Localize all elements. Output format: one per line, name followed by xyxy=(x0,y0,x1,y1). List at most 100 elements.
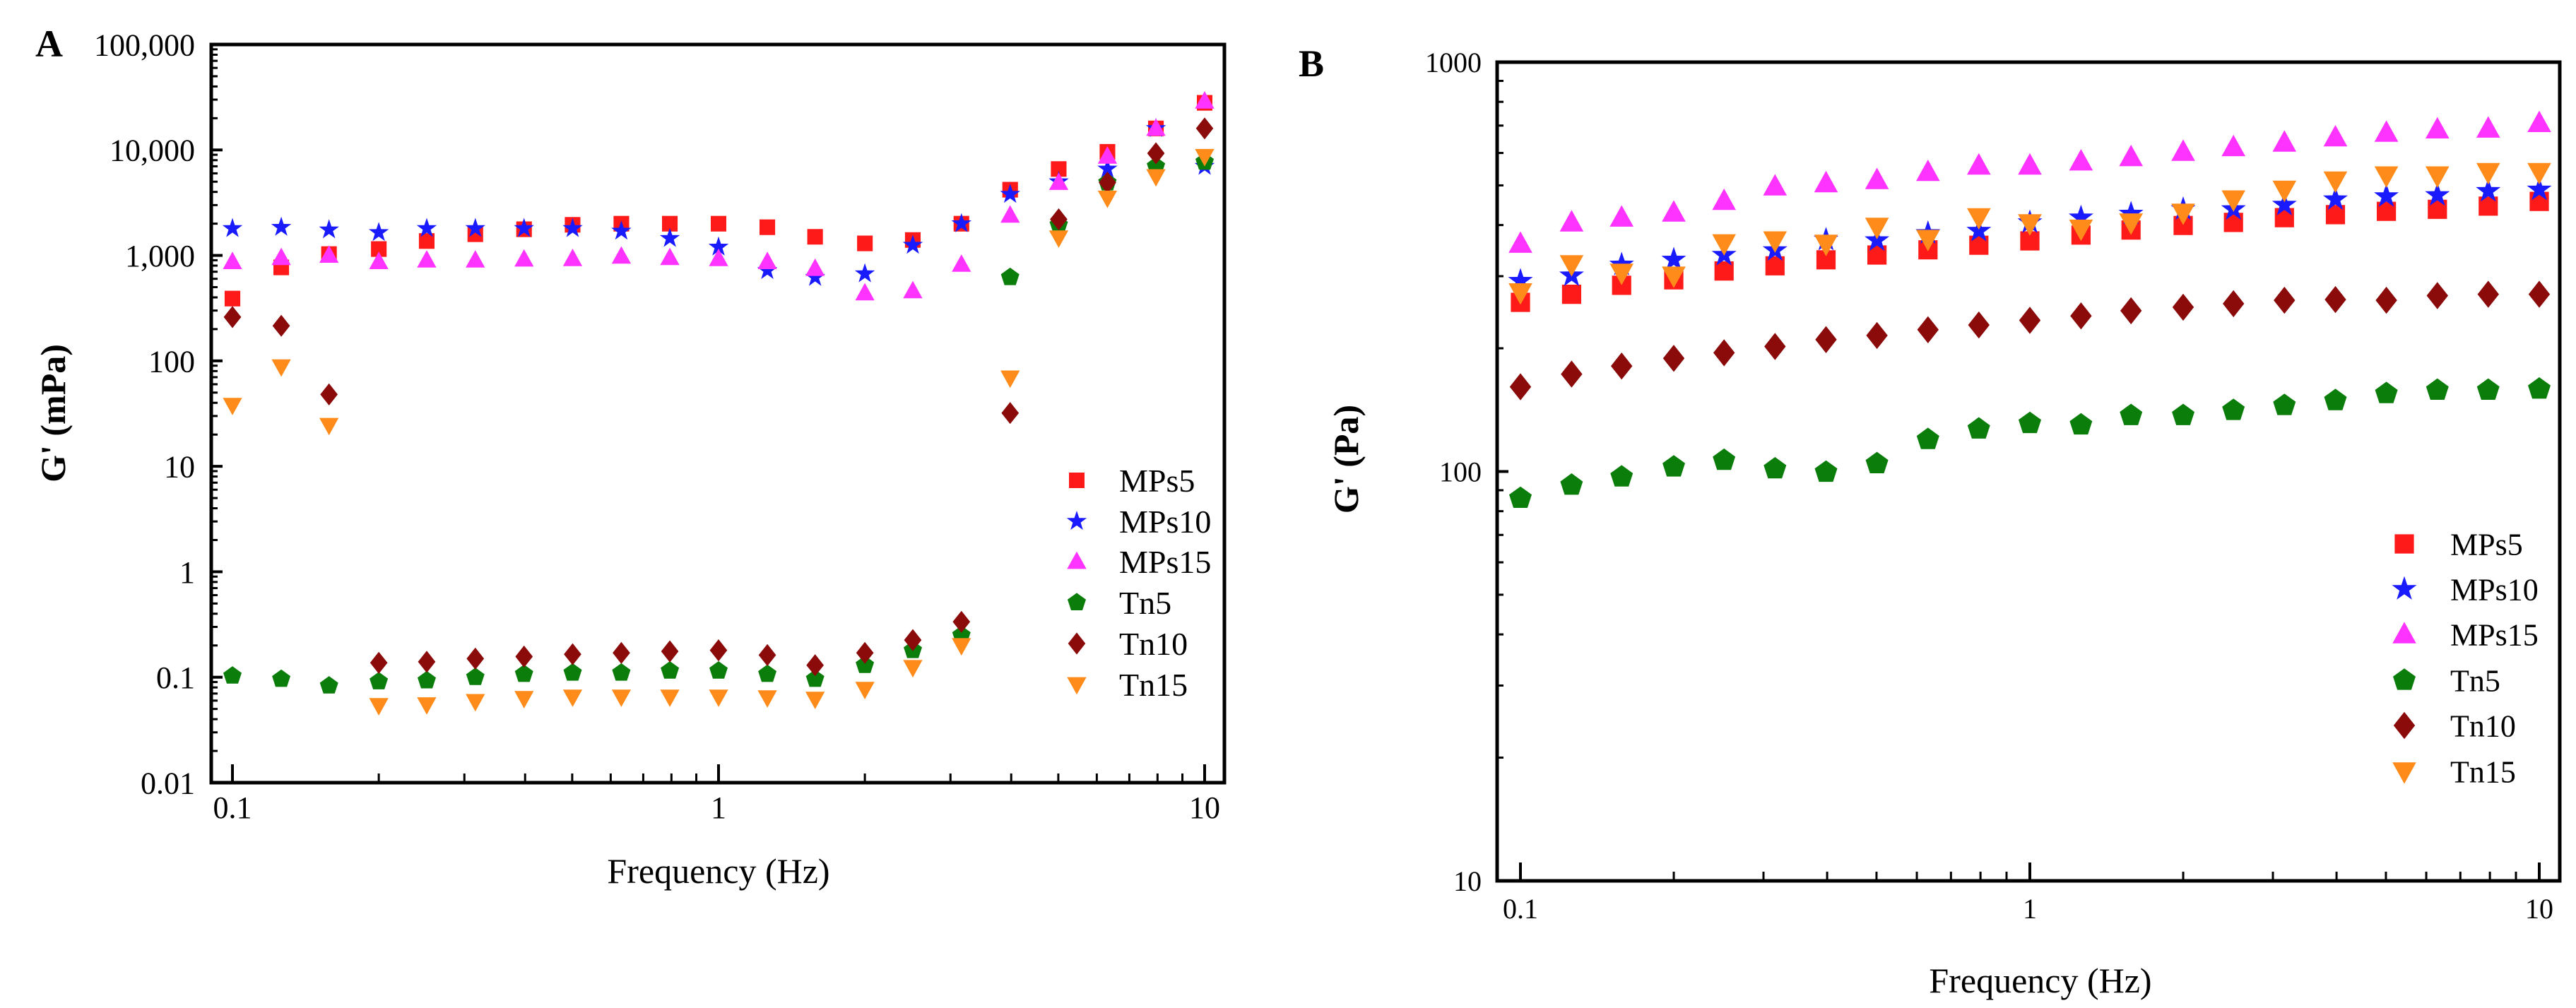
y-axis-title: G' (Pa) xyxy=(1326,405,1366,514)
data-point-mps10 xyxy=(271,216,292,236)
data-point-mps5 xyxy=(1867,245,1887,265)
data-point-mps5 xyxy=(371,241,387,257)
data-point-tn5 xyxy=(856,656,875,673)
data-point-tn10 xyxy=(856,641,874,664)
data-point-tn15 xyxy=(1146,169,1166,187)
data-point-mps10 xyxy=(416,218,437,237)
y-tick-label: 1,000 xyxy=(125,239,195,273)
data-point-mps10 xyxy=(2527,177,2552,201)
data-point-tn15 xyxy=(805,692,825,709)
legend-label: MPs15 xyxy=(1119,544,1211,580)
data-point-tn15 xyxy=(1865,218,1889,239)
data-point-tn15 xyxy=(2069,219,2093,242)
data-point-tn10 xyxy=(2477,280,2499,308)
x-tick-label: 1 xyxy=(2023,893,2037,925)
data-point-tn10 xyxy=(272,314,290,337)
data-point-tn5 xyxy=(223,666,242,684)
data-point-tn5 xyxy=(2375,381,2398,403)
data-point-mps10 xyxy=(951,213,971,232)
panel-b: B Frequency (Hz) G' (Pa) 10 100 1000 0.1 1 10… xyxy=(1299,42,2562,1000)
data-point-tn15 xyxy=(369,698,389,716)
data-point-mps15 xyxy=(319,245,339,263)
data-point-mps5 xyxy=(662,215,678,232)
data-point-tn15 xyxy=(952,638,971,656)
data-point-tn15 xyxy=(1609,263,1633,285)
data-point-mps10 xyxy=(222,218,243,237)
data-point-mps5 xyxy=(2173,215,2193,235)
data-point-tn15 xyxy=(1916,230,1940,251)
data-point-tn15 xyxy=(562,689,583,707)
data-point-tn15 xyxy=(757,690,777,708)
data-point-mps10 xyxy=(854,263,875,283)
y-tick-label: 0.01 xyxy=(141,766,195,800)
data-point-tn15 xyxy=(514,691,534,708)
data-point-mps5 xyxy=(1969,235,1989,255)
x-tick-label: 1 xyxy=(711,790,726,825)
data-point-mps15 xyxy=(1559,210,1584,232)
legend-label: Tn15 xyxy=(2450,754,2516,789)
data-point-mps5 xyxy=(1561,285,1581,304)
data-point-tn5 xyxy=(418,670,436,689)
data-point-tn15 xyxy=(611,689,632,707)
series-tn15 xyxy=(1508,162,2551,305)
series-tn5 xyxy=(1509,377,2551,508)
data-point-tn10 xyxy=(613,641,630,664)
data-point-tn5 xyxy=(1763,457,1787,479)
data-point-tn10 xyxy=(2528,280,2551,308)
legend-label: MPs5 xyxy=(1119,463,1195,499)
data-point-tn10 xyxy=(1050,208,1068,231)
data-point-tn10 xyxy=(2070,302,2092,330)
data-point-mps15 xyxy=(2426,117,2450,138)
data-point-mps15 xyxy=(611,246,632,264)
data-point-mps10 xyxy=(659,227,680,247)
data-point-tn10 xyxy=(661,640,679,663)
panel-label: B xyxy=(1299,42,1324,85)
data-point-tn5 xyxy=(1560,473,1583,495)
data-point-mps10 xyxy=(1966,218,1992,242)
data-point-tn10 xyxy=(1001,402,1020,425)
data-point-tn10 xyxy=(1815,326,1837,353)
data-point-mps10 xyxy=(902,235,923,254)
data-point-mps10 xyxy=(2476,178,2501,202)
data-point-mps15 xyxy=(466,250,485,268)
y-tick-label: 1 xyxy=(179,555,195,590)
data-point-mps15 xyxy=(1814,170,1838,193)
data-point-tn15 xyxy=(1097,190,1118,208)
data-point-mps15 xyxy=(660,247,680,266)
data-point-mps10 xyxy=(757,259,778,279)
data-point-tn10 xyxy=(1509,373,1532,401)
data-point-mps5 xyxy=(760,219,776,235)
data-point-tn15 xyxy=(2527,162,2551,185)
data-point-tn10 xyxy=(2324,285,2346,314)
data-point-mps15 xyxy=(2374,120,2399,142)
data-point-tn15 xyxy=(2119,213,2143,235)
data-point-tn15 xyxy=(1000,370,1020,389)
data-point-mps5 xyxy=(2020,231,2040,251)
data-point-tn5 xyxy=(514,664,533,682)
legend-marker-tn5 xyxy=(2393,668,2416,690)
panel-a: A Frequency (Hz) G' (mPa) 0.01 0.1 1 10 100 1… xyxy=(33,23,1227,891)
data-point-tn10 xyxy=(806,654,824,677)
data-point-mps15 xyxy=(805,258,825,276)
y-tick-label: 10,000 xyxy=(110,134,195,168)
data-point-tn10 xyxy=(758,644,776,666)
series-tn15 xyxy=(223,148,1215,716)
data-point-mps10 xyxy=(562,218,583,237)
legend-marker-tn10 xyxy=(2393,711,2416,740)
data-point-tn10 xyxy=(1764,333,1786,360)
data-point-mps15 xyxy=(1000,205,1020,223)
data-point-tn10 xyxy=(709,639,728,662)
data-point-mps5 xyxy=(807,229,823,245)
data-point-mps15 xyxy=(952,254,971,272)
data-point-tn15 xyxy=(1195,148,1215,167)
data-point-mps10 xyxy=(514,218,534,237)
data-point-mps5 xyxy=(2428,199,2447,219)
data-point-mps15 xyxy=(2171,139,2195,161)
data-point-mps15 xyxy=(1712,188,1736,211)
series-mps15 xyxy=(223,91,1215,301)
data-point-tn5 xyxy=(466,668,485,685)
legend-marker-mps5 xyxy=(2394,534,2414,554)
data-point-mps5 xyxy=(2325,205,2346,225)
y-tick-label: 0.1 xyxy=(156,660,195,695)
legend-label: Tn10 xyxy=(2450,708,2516,743)
